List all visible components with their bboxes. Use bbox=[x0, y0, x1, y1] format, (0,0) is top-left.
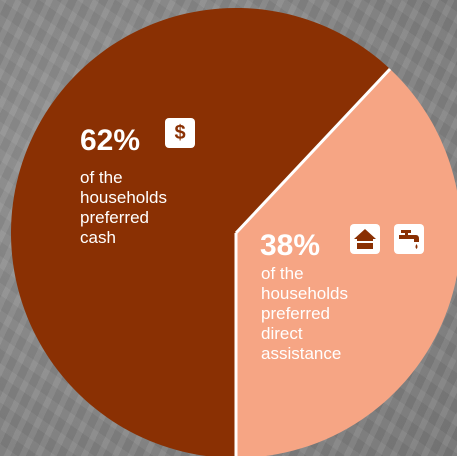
cash-percent-label: 62% bbox=[80, 124, 141, 157]
cash-description-line: of the bbox=[80, 168, 123, 187]
direct-description-line: households bbox=[261, 284, 348, 303]
direct-description-line: preferred bbox=[261, 304, 330, 323]
water-tap-icon bbox=[394, 224, 424, 254]
direct-description-line: of the bbox=[261, 264, 304, 283]
pie-slice-direct-assistance bbox=[236, 68, 457, 456]
direct-description-line: assistance bbox=[261, 344, 342, 363]
cash-description-line: households bbox=[80, 188, 167, 207]
cash-description-line: cash bbox=[80, 228, 116, 247]
direct-assistance-description: of the households preferred direct assis… bbox=[261, 264, 348, 364]
cash-description-line: preferred bbox=[80, 208, 149, 227]
house-icon bbox=[350, 224, 380, 254]
dollar-icon: $ bbox=[165, 118, 195, 148]
pie-slice-cash bbox=[11, 8, 391, 456]
slice-divider bbox=[234, 67, 392, 235]
direct-description-line: direct bbox=[261, 324, 303, 343]
dollar-symbol: $ bbox=[174, 122, 186, 144]
cash-description: of the households preferred cash bbox=[80, 168, 167, 248]
direct-assistance-percent-label: 38% bbox=[260, 229, 321, 262]
